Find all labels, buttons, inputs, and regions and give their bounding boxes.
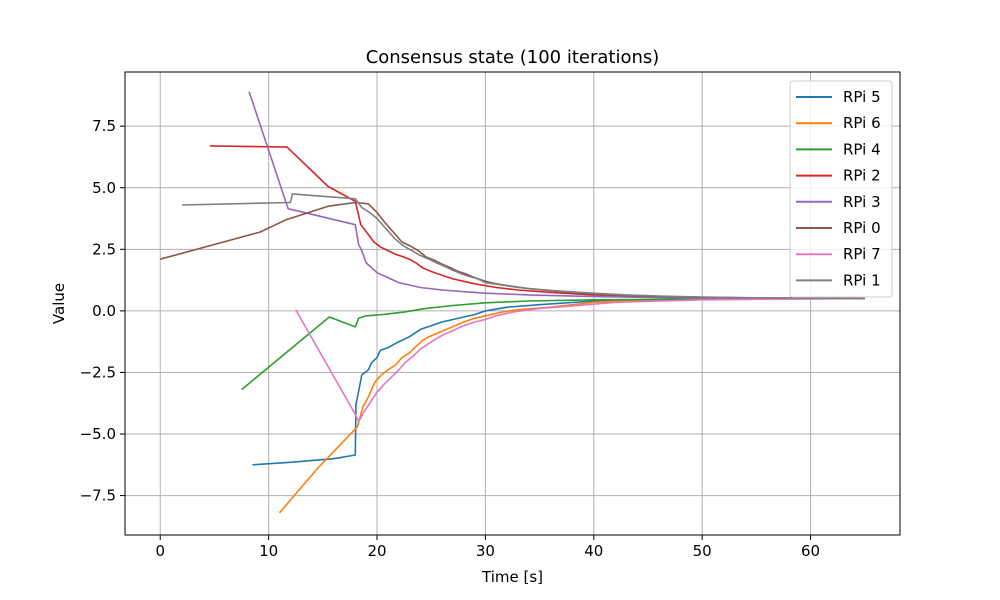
series-line-rpi-1 [181, 193, 865, 300]
legend-label-rpi-0: RPi 0 [843, 219, 881, 237]
x-tick-label: 40 [584, 542, 603, 560]
y-axis-title: Value [50, 283, 68, 324]
legend-label-rpi-1: RPi 1 [843, 271, 881, 289]
y-tick-label: −7.5 [80, 487, 116, 505]
legend: RPi 5 RPi 6 RPi 4 RPi 2 RPi 3 RPi 0 RPi 7 RPi 1 [789, 80, 893, 298]
y-tick-label: 7.5 [92, 117, 116, 135]
series-line-rpi-6 [278, 297, 865, 514]
series-line-rpi-2 [210, 145, 865, 300]
legend-label-rpi-3: RPi 3 [843, 193, 881, 211]
y-tick-label: 0.0 [92, 302, 116, 320]
y-tick-label: −2.5 [80, 363, 116, 381]
x-tick-label: 30 [476, 542, 495, 560]
legend-label-rpi-4: RPi 4 [843, 140, 881, 158]
legend-label-rpi-5: RPi 5 [843, 88, 881, 106]
y-tick-label: 5.0 [92, 179, 116, 197]
series-line-rpi-5 [252, 297, 865, 466]
series-line-rpi-0 [159, 201, 865, 300]
x-tick-label: 50 [693, 542, 712, 560]
legend-box [789, 80, 893, 298]
series-lines [159, 91, 865, 514]
y-tick-label: 2.5 [92, 240, 116, 258]
x-tick-label: 60 [801, 542, 820, 560]
x-tick-label: 20 [367, 542, 386, 560]
series-line-rpi-7 [295, 297, 865, 423]
x-axis-title: Time [s] [481, 568, 543, 586]
plot-frame [124, 71, 901, 536]
legend-label-rpi-7: RPi 7 [843, 245, 881, 263]
x-tick-label: 0 [155, 542, 165, 560]
x-tick-label: 10 [259, 542, 278, 560]
series-line-rpi-4 [240, 297, 865, 391]
chart-title: Consensus state (100 iterations) [366, 47, 660, 68]
legend-label-rpi-6: RPi 6 [843, 114, 881, 132]
series-line-rpi-3 [248, 91, 865, 300]
legend-items: RPi 5 RPi 6 RPi 4 RPi 2 RPi 3 RPi 0 RPi 7 RPi 1 [796, 88, 881, 289]
legend-label-rpi-2: RPi 2 [843, 167, 881, 185]
x-axis-ticks: 0 10 20 30 40 50 60 [155, 535, 820, 560]
y-axis-ticks: −7.5 −5.0 −2.5 0.0 2.5 5.0 7.5 [80, 117, 125, 505]
y-tick-label: −5.0 [80, 425, 116, 443]
